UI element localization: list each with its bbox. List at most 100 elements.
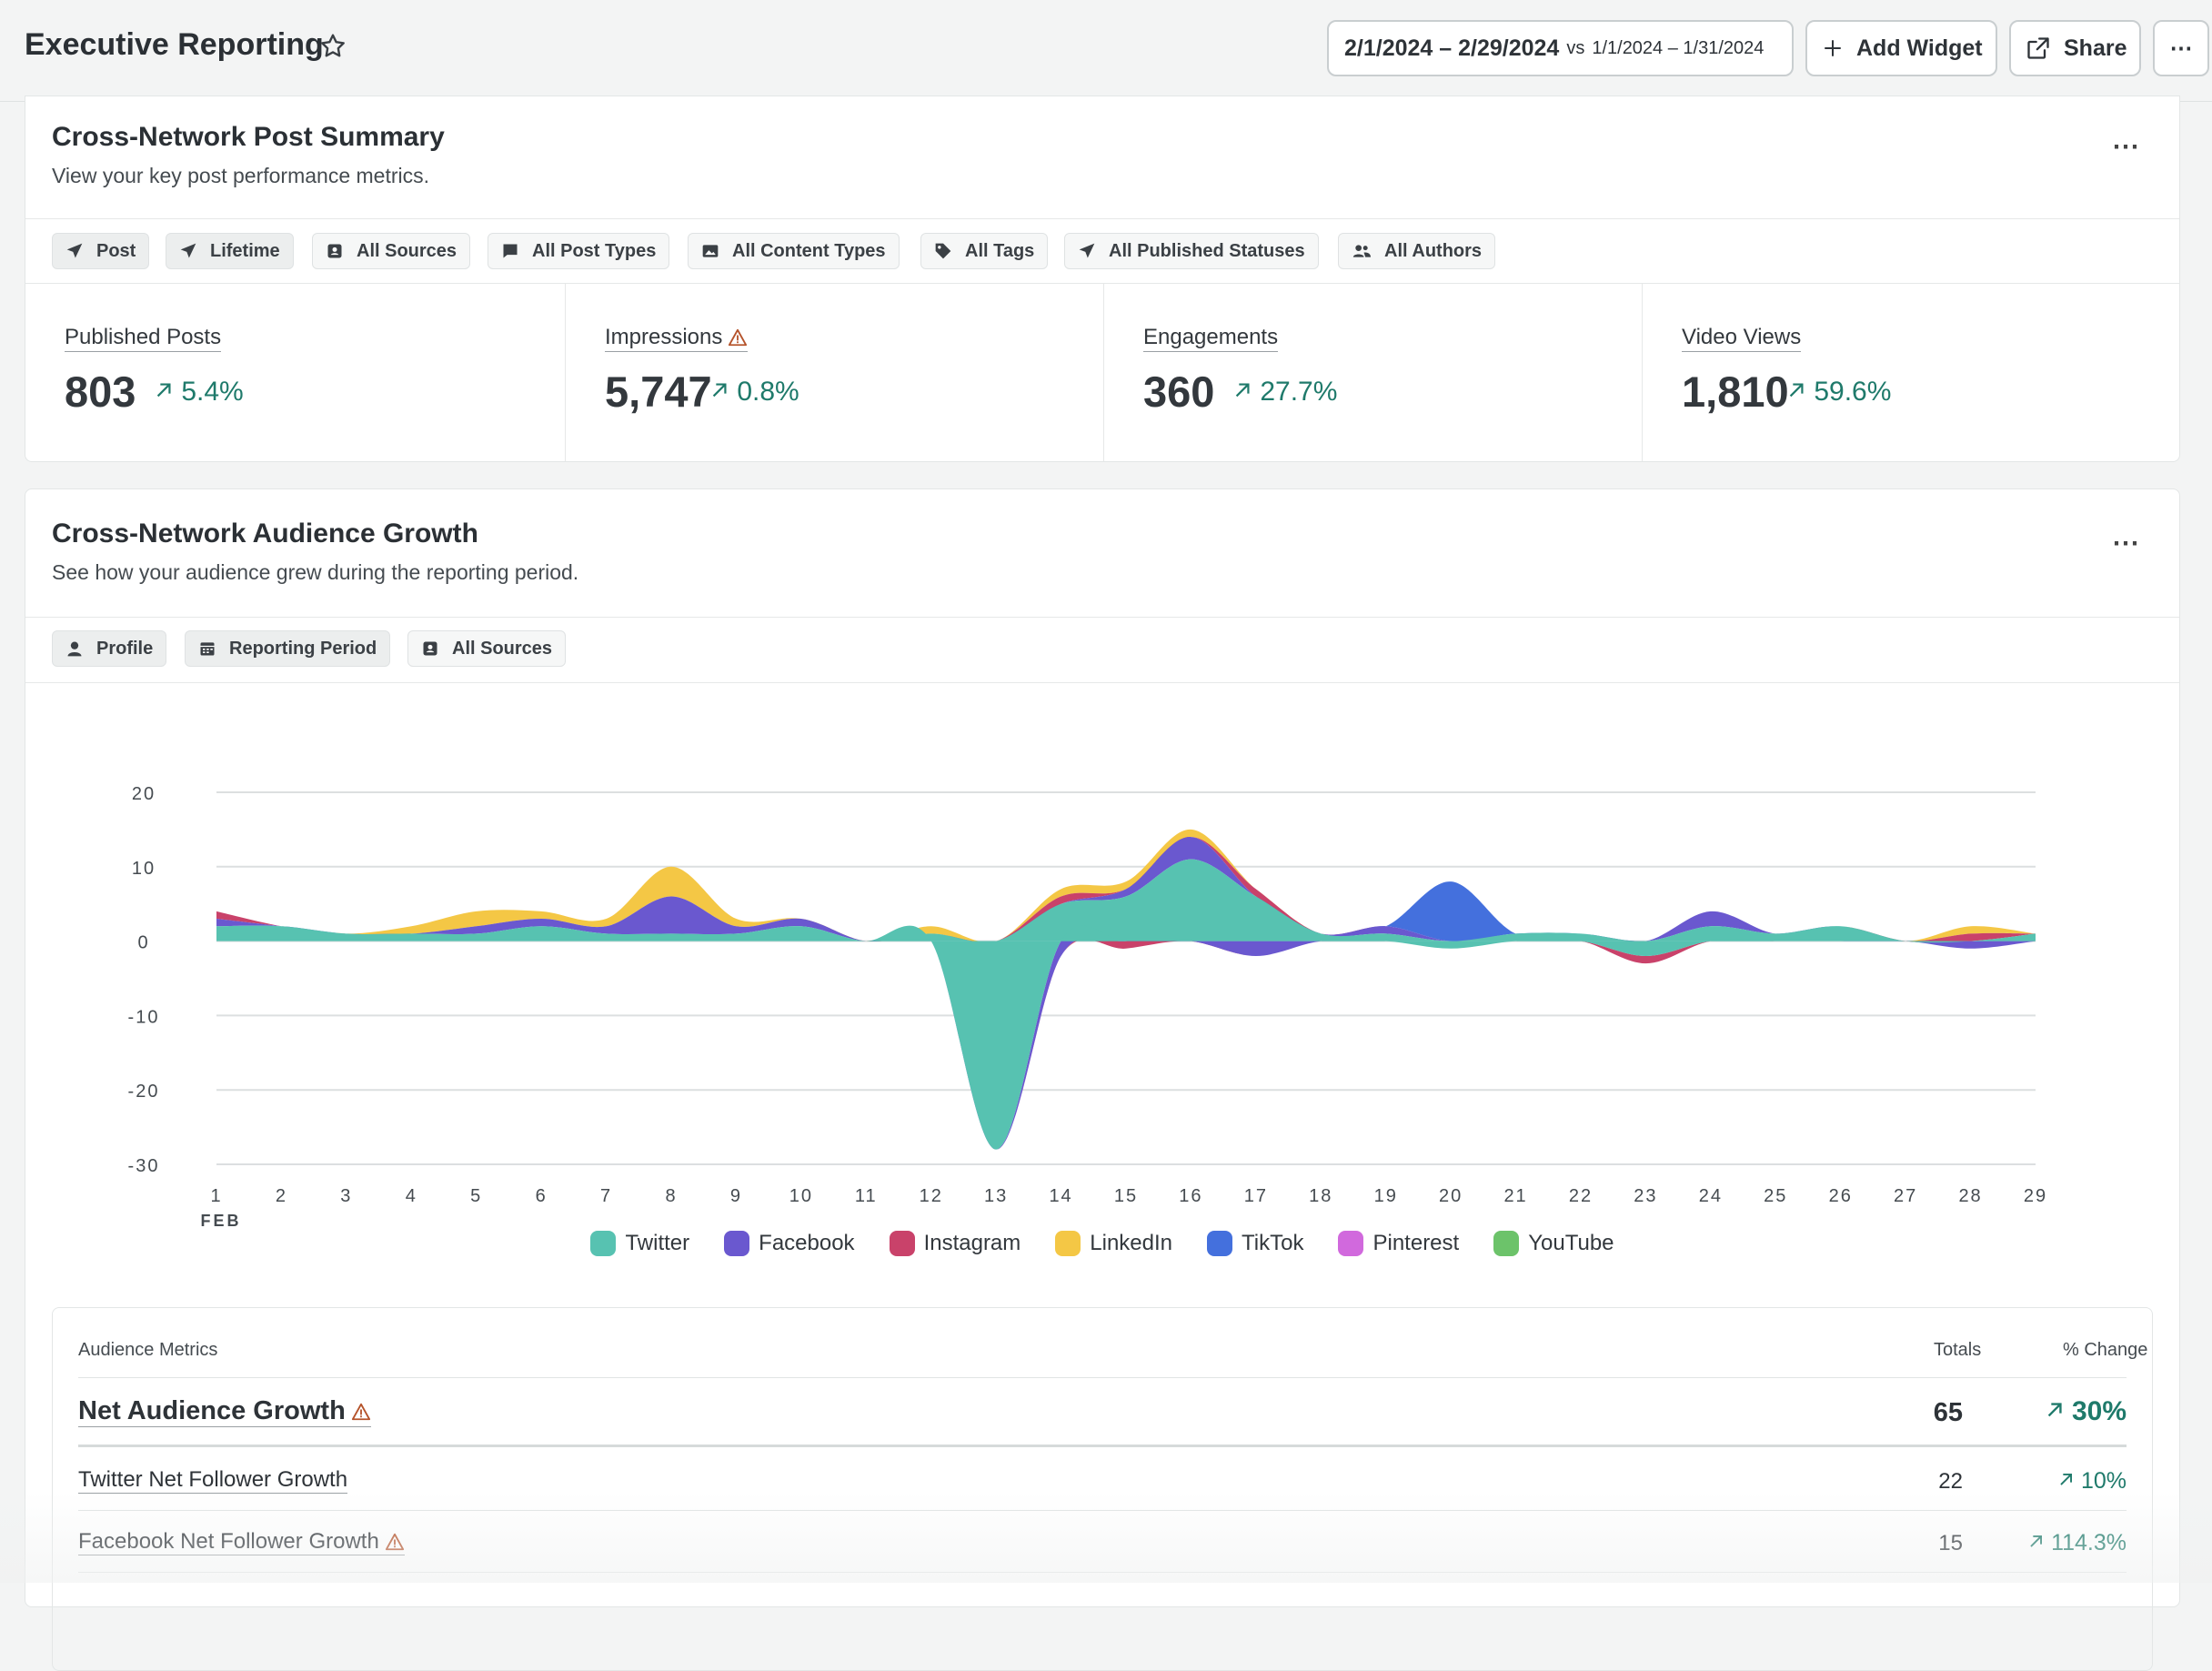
filter-chip-tags[interactable]: All Tags bbox=[920, 233, 1049, 269]
x-tick-label: 15 bbox=[1114, 1186, 1138, 1206]
filter-chip-authors[interactable]: All Authors bbox=[1338, 233, 1496, 269]
kpi-change-value: 27.7% bbox=[1260, 377, 1338, 407]
area-facebook-negative bbox=[216, 925, 2036, 1150]
kpi-video-views[interactable]: Video Views 1,810 59.6% bbox=[1642, 283, 2179, 461]
table-divider bbox=[78, 1445, 2127, 1447]
filter-chip-lifetime[interactable]: Lifetime bbox=[166, 233, 294, 269]
kpi-label: Engagements bbox=[1143, 324, 1279, 352]
legend-label: TikTok bbox=[1242, 1231, 1304, 1255]
widget-more-button[interactable]: ⋯ bbox=[2112, 132, 2141, 162]
arrow-up-right-icon bbox=[2030, 1535, 2043, 1547]
area-twitter-positive bbox=[216, 859, 2036, 943]
area-linkedin-positive bbox=[216, 829, 2036, 943]
filter-chip-published-statuses[interactable]: All Published Statuses bbox=[1064, 233, 1319, 269]
legend-label: Instagram bbox=[923, 1231, 1021, 1255]
divider bbox=[25, 682, 2179, 683]
warning-icon[interactable] bbox=[385, 1532, 405, 1552]
y-tick-label: 20 bbox=[132, 784, 156, 804]
row-total: 65 bbox=[1933, 1398, 1963, 1427]
legend-item-linkedin[interactable]: LinkedIn bbox=[1055, 1231, 1172, 1256]
legend-item-facebook[interactable]: Facebook bbox=[724, 1231, 855, 1256]
filter-chip-content-types[interactable]: All Content Types bbox=[688, 233, 900, 269]
divider bbox=[25, 218, 2179, 219]
row-change-value: 10% bbox=[2080, 1468, 2127, 1494]
table-header-totals: Totals bbox=[1934, 1340, 1982, 1360]
filter-chip-profile[interactable]: Profile bbox=[52, 630, 167, 667]
kpi-label: Published Posts bbox=[65, 324, 222, 352]
kpi-published-posts[interactable]: Published Posts 803 5.4% bbox=[25, 283, 565, 461]
kpi-value: 360 bbox=[1143, 367, 1215, 416]
x-tick-label: 13 bbox=[984, 1186, 1008, 1206]
arrow-up-right-icon bbox=[712, 383, 727, 398]
y-tick-label: 0 bbox=[137, 933, 149, 953]
arrow-up-right-icon bbox=[1235, 383, 1250, 398]
share-button[interactable]: Share bbox=[2009, 20, 2141, 76]
row-name[interactable]: Facebook Net Follower Growth bbox=[78, 1529, 405, 1555]
legend-item-youtube[interactable]: YouTube bbox=[1493, 1231, 1614, 1256]
x-tick-label: 6 bbox=[536, 1186, 548, 1206]
arrow-up-right-icon bbox=[1789, 383, 1804, 398]
area-instagram-negative bbox=[216, 925, 2036, 1150]
area-twitter-negative bbox=[216, 925, 2036, 1150]
area-tiktok-negative bbox=[216, 925, 2036, 1150]
filter-chip-sources[interactable]: All Sources bbox=[312, 233, 471, 269]
plus-icon bbox=[1825, 40, 1841, 56]
warning-icon[interactable] bbox=[728, 327, 748, 347]
x-tick-label: 18 bbox=[1309, 1186, 1332, 1206]
row-change: 114.3% bbox=[2027, 1530, 2127, 1556]
kpi-label: Video Views bbox=[1682, 324, 1802, 352]
filter-chip-reporting-period[interactable]: Reporting Period bbox=[185, 630, 391, 667]
legend-item-twitter[interactable]: Twitter bbox=[590, 1231, 689, 1256]
widget-more-button[interactable]: ⋯ bbox=[2112, 528, 2141, 559]
row-name[interactable]: Twitter Net Follower Growth bbox=[78, 1467, 348, 1494]
filter-chip-post[interactable]: Post bbox=[52, 233, 150, 269]
row-name[interactable]: Net Audience Growth bbox=[78, 1396, 371, 1427]
paper-plane-icon bbox=[66, 243, 83, 258]
x-tick-label: 17 bbox=[1244, 1186, 1268, 1206]
chip-label: Post bbox=[96, 240, 136, 261]
post-summary-widget: Cross-Network Post Summary View your key… bbox=[25, 96, 2180, 462]
profile-card-icon bbox=[423, 641, 437, 656]
x-tick-label: 28 bbox=[1958, 1186, 1982, 1206]
legend-item-pinterest[interactable]: Pinterest bbox=[1338, 1231, 1459, 1256]
chip-label: Lifetime bbox=[210, 240, 280, 261]
star-icon[interactable] bbox=[318, 32, 347, 61]
legend-item-instagram[interactable]: Instagram bbox=[889, 1231, 1021, 1256]
row-change: 30% bbox=[2045, 1396, 2127, 1427]
add-widget-button[interactable]: Add Widget bbox=[1805, 20, 1997, 76]
chip-label: All Published Statuses bbox=[1109, 240, 1305, 261]
row-name-label: Facebook Net Follower Growth bbox=[78, 1529, 379, 1554]
tag-icon bbox=[935, 243, 951, 259]
filter-chip-sources[interactable]: All Sources bbox=[407, 630, 567, 667]
x-tick-label: 11 bbox=[855, 1186, 878, 1206]
x-tick-label: 16 bbox=[1179, 1186, 1202, 1206]
legend-label: Pinterest bbox=[1372, 1231, 1460, 1255]
x-tick-label: 21 bbox=[1503, 1186, 1527, 1206]
comment-icon bbox=[503, 244, 518, 258]
filter-chip-post-types[interactable]: All Post Types bbox=[488, 233, 670, 269]
legend-swatch bbox=[590, 1231, 617, 1256]
legend-item-tiktok[interactable]: TikTok bbox=[1207, 1231, 1303, 1256]
kpi-engagements[interactable]: Engagements 360 27.7% bbox=[1103, 283, 1642, 461]
more-options-button[interactable]: ⋯ bbox=[2153, 20, 2209, 76]
kpi-value: 1,810 bbox=[1682, 367, 1789, 416]
widget-title: Cross-Network Post Summary bbox=[52, 122, 445, 152]
y-tick-label: -20 bbox=[128, 1082, 160, 1102]
x-tick-label: 9 bbox=[730, 1186, 742, 1206]
x-tick-label: 14 bbox=[1049, 1186, 1072, 1206]
kpi-impressions[interactable]: Impressions 5,747 0.8% bbox=[565, 283, 1103, 461]
table-divider bbox=[78, 1572, 2127, 1573]
legend-label: LinkedIn bbox=[1090, 1231, 1173, 1255]
x-tick-label: 20 bbox=[1439, 1186, 1463, 1206]
paper-plane-icon bbox=[1079, 243, 1095, 258]
chip-label: Profile bbox=[96, 638, 154, 659]
x-axis-sublabel: FEB bbox=[201, 1212, 242, 1226]
date-range-button[interactable]: 2/1/2024 – 2/29/2024 vs 1/1/2024 – 1/31/… bbox=[1327, 20, 1794, 76]
x-tick-label: 10 bbox=[789, 1186, 813, 1206]
row-total: 15 bbox=[1938, 1531, 1963, 1555]
warning-icon[interactable] bbox=[351, 1402, 371, 1422]
x-tick-label: 8 bbox=[665, 1186, 677, 1206]
y-tick-label: -30 bbox=[128, 1156, 160, 1176]
legend-swatch bbox=[889, 1231, 915, 1256]
chip-label: All Tags bbox=[965, 240, 1035, 261]
